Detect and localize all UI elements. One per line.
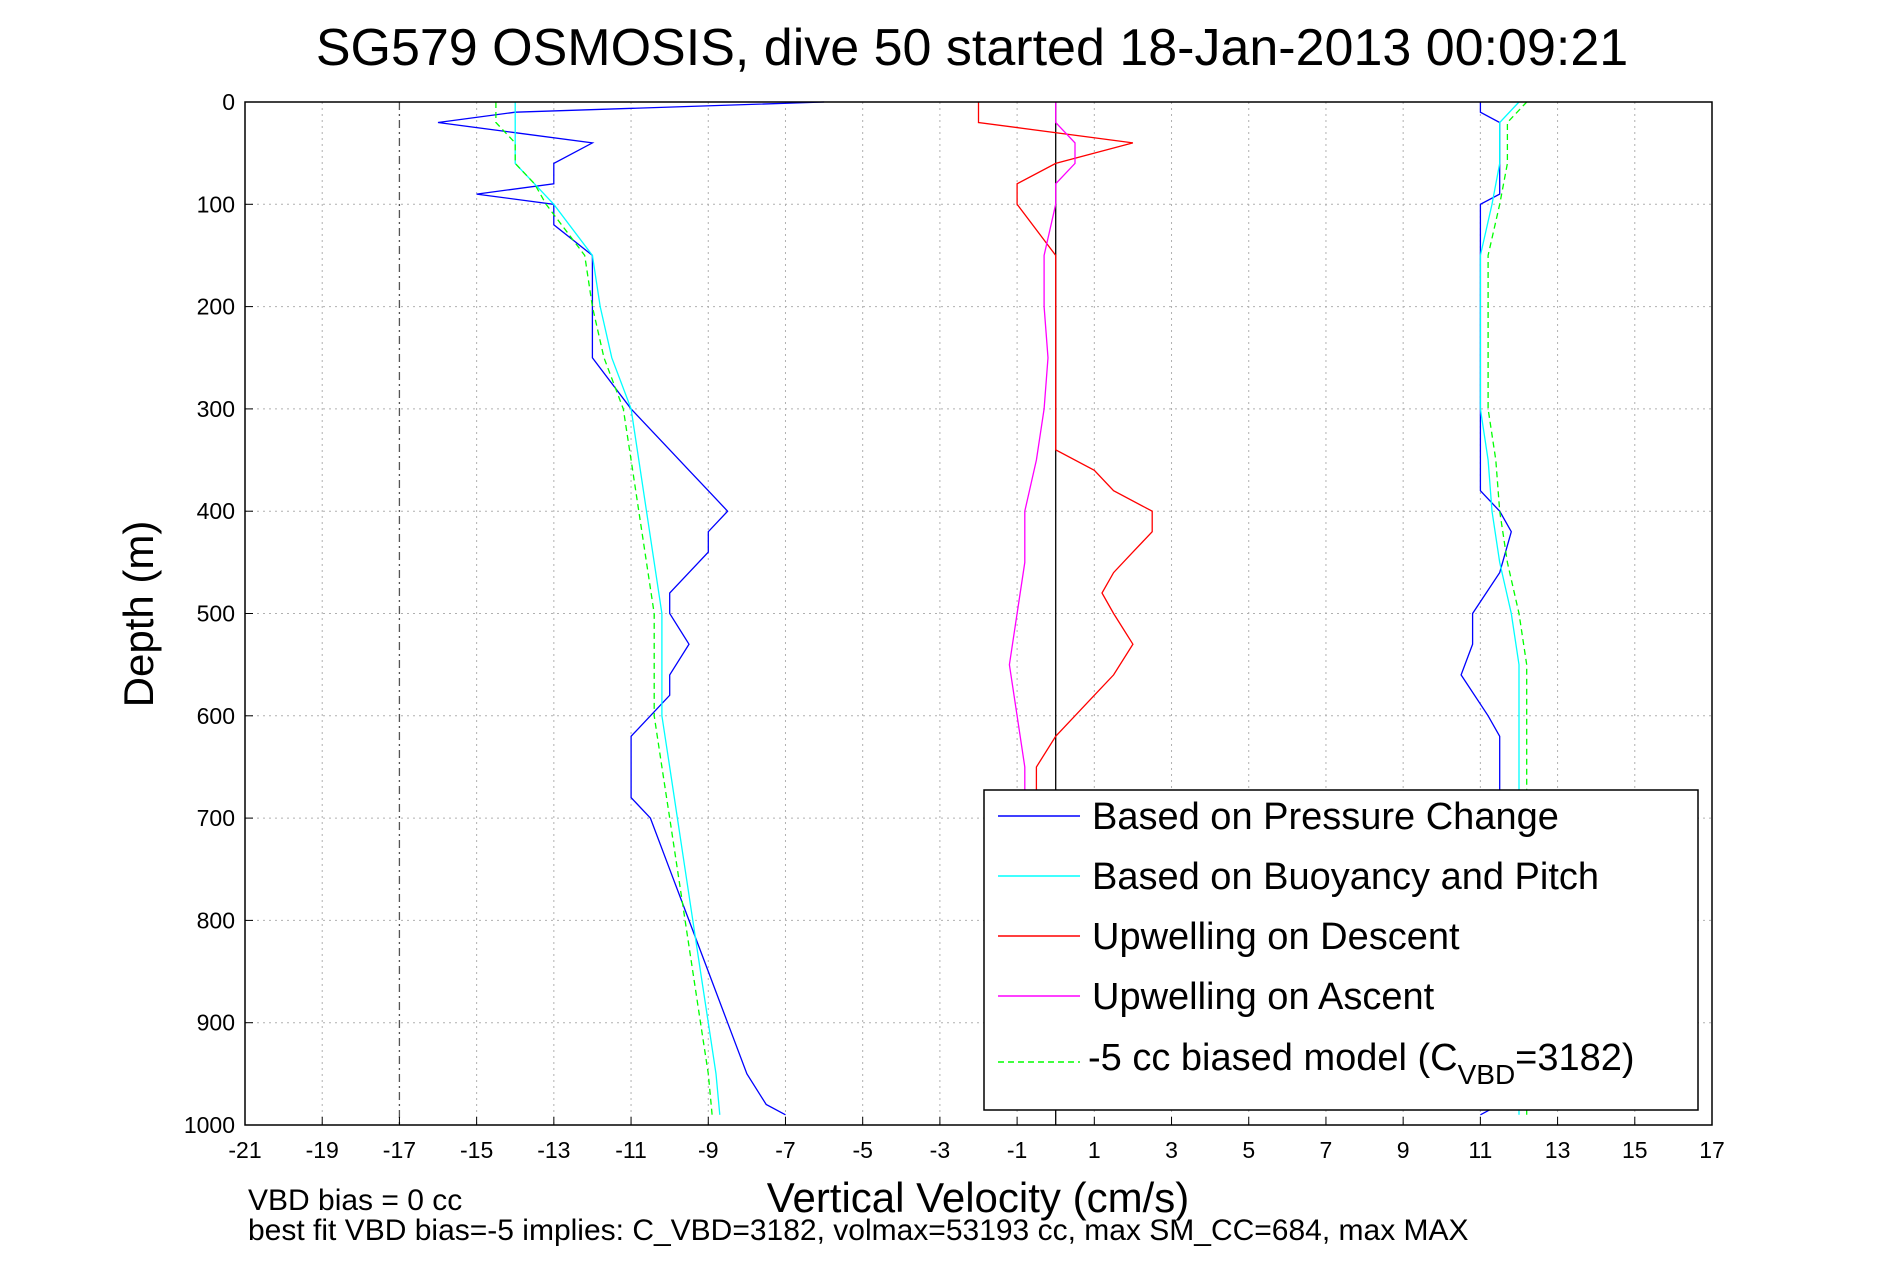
x-axis-ticks: -21 -19 -17 -15 -13 -11 -9 -7 -5 -3 -1 1 3 5 7 9 11 13 15 1… <box>228 1117 1725 1163</box>
y-tick-label: 800 <box>197 907 235 933</box>
y-tick-label: 700 <box>197 805 235 831</box>
x-tick-label: -9 <box>698 1137 718 1163</box>
y-tick-label: 0 <box>222 89 235 115</box>
y-tick-label: 1000 <box>184 1112 235 1138</box>
x-tick-label: 5 <box>1242 1137 1255 1163</box>
x-tick-label: -17 <box>383 1137 416 1163</box>
x-tick-label: -3 <box>930 1137 950 1163</box>
x-tick-label: 11 <box>1468 1137 1492 1163</box>
chart-title: SG579 OSMOSIS, dive 50 started 18-Jan-20… <box>316 19 1628 77</box>
x-tick-label: 13 <box>1545 1137 1571 1163</box>
legend-label-upwelling-descent: Upwelling on Descent <box>1092 916 1460 958</box>
series-line-4 <box>1487 101 1528 1115</box>
x-tick-label: 3 <box>1165 1137 1178 1163</box>
legend-box <box>983 789 1699 1111</box>
x-tick-label: -15 <box>460 1137 493 1163</box>
legend-label-upwelling-ascent: Upwelling on Ascent <box>1092 976 1435 1018</box>
x-tick-label: 7 <box>1320 1137 1333 1163</box>
y-tick-label: 400 <box>197 498 235 524</box>
legend: Based on Pressure Change Based on Buoyan… <box>983 789 1699 1111</box>
footer-line-2: best fit VBD bias=-5 implies: C_VBD=3182… <box>248 1214 1469 1247</box>
x-tick-label: 9 <box>1397 1137 1410 1163</box>
x-tick-label: -13 <box>537 1137 570 1163</box>
x-tick-label: -19 <box>306 1137 339 1163</box>
x-tick-label: -21 <box>228 1137 261 1163</box>
y-axis-label: Depth (m) <box>115 521 162 708</box>
series-line-2 <box>977 102 1153 798</box>
x-tick-label: 15 <box>1622 1137 1648 1163</box>
series-line-0 <box>437 101 825 1116</box>
y-tick-label: 500 <box>197 601 235 627</box>
legend-label-biased-model-suffix: =3182) <box>1515 1037 1634 1079</box>
y-tick-label: 300 <box>197 396 235 422</box>
series-line-4 <box>495 102 713 1115</box>
legend-label-buoyancy-pitch: Based on Buoyancy and Pitch <box>1092 856 1599 898</box>
legend-label-pressure-change: Based on Pressure Change <box>1092 796 1559 838</box>
legend-label-biased-model-sub: VBD <box>1458 1059 1516 1090</box>
y-tick-label: 600 <box>197 703 235 729</box>
legend-label-biased-model: -5 cc biased model (CVBD=3182) <box>1088 1037 1635 1090</box>
y-tick-label: 900 <box>197 1010 235 1036</box>
x-tick-label: -7 <box>775 1137 795 1163</box>
legend-label-biased-model-prefix: -5 cc biased model (C <box>1088 1037 1458 1079</box>
y-tick-label: 100 <box>197 191 235 217</box>
x-tick-label: -1 <box>1007 1137 1027 1163</box>
y-tick-label: 200 <box>197 294 235 320</box>
x-tick-label: -5 <box>852 1137 872 1163</box>
footer-line-1: VBD bias = 0 cc <box>248 1184 462 1217</box>
y-axis-ticks: 0 100 200 300 400 500 600 700 800 900 1000 <box>184 89 253 1138</box>
x-tick-label: 17 <box>1699 1137 1725 1163</box>
x-axis-label: Vertical Velocity (cm/s) <box>767 1174 1189 1221</box>
x-tick-label: -11 <box>615 1137 647 1163</box>
series-line-3 <box>1008 102 1076 798</box>
x-tick-label: 1 <box>1088 1137 1101 1163</box>
series-lines <box>437 101 1528 1116</box>
